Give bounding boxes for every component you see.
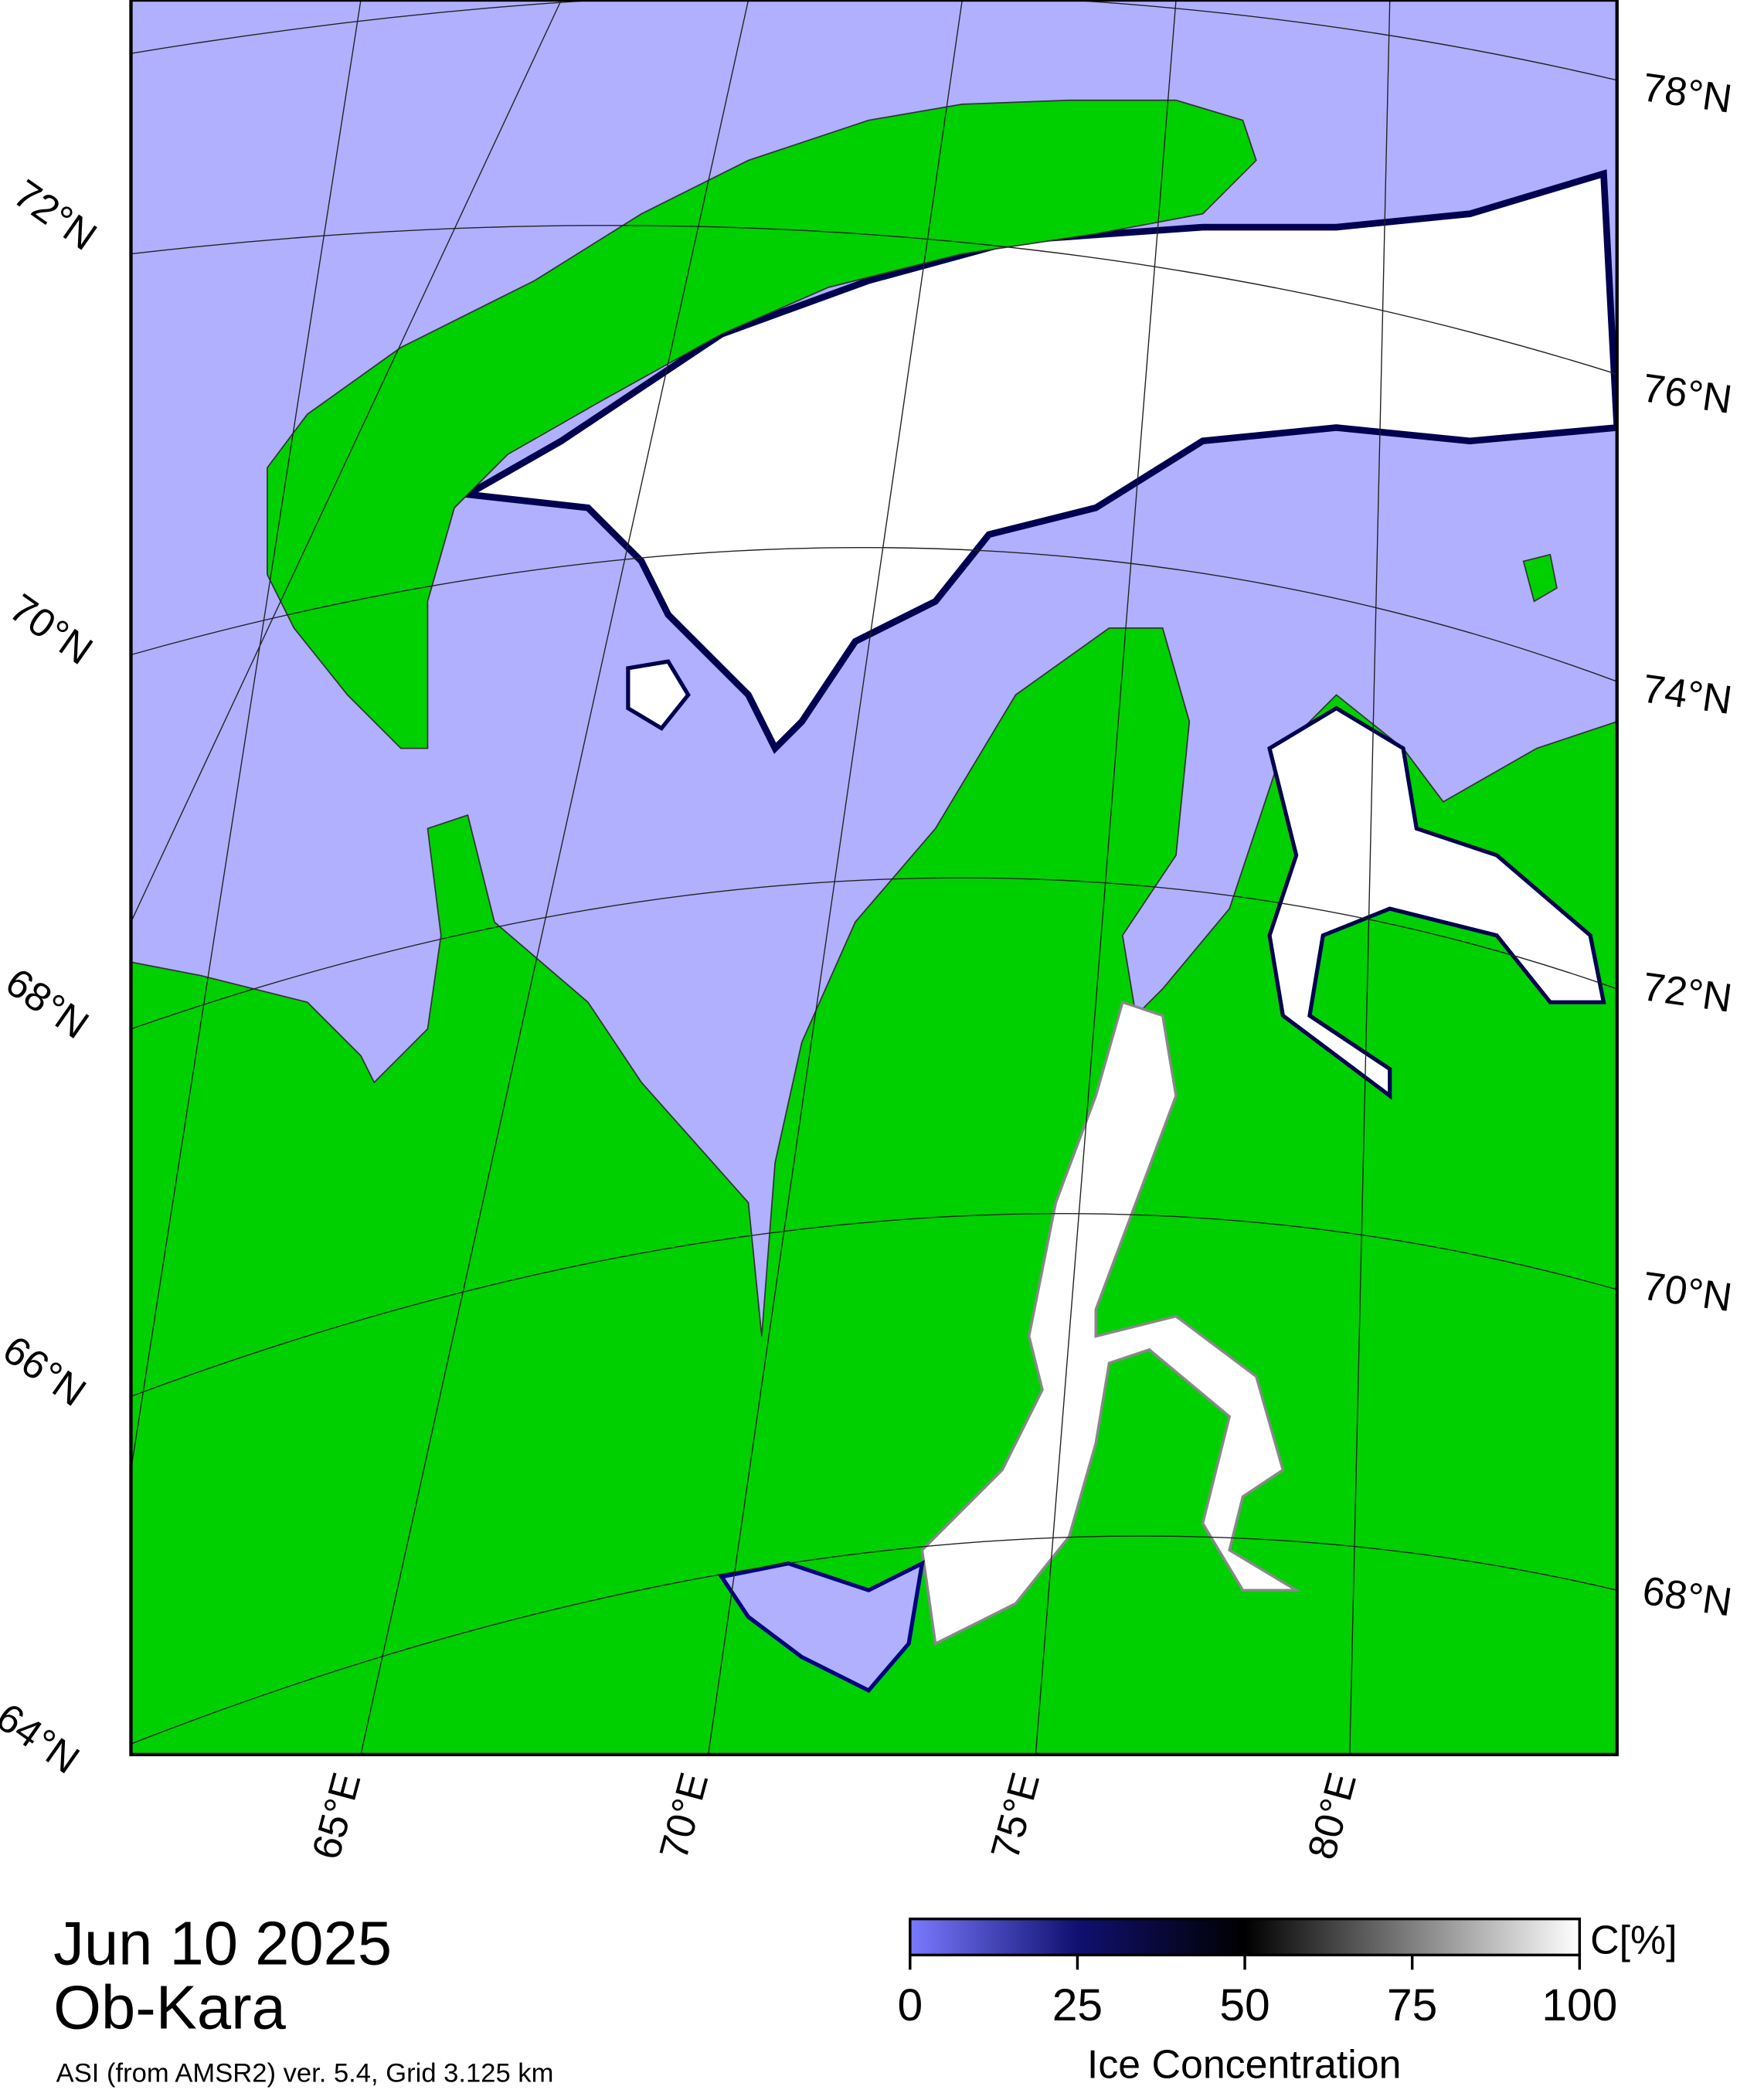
date: Jun 10 2025 [53,1908,392,1977]
lat-label: 68°N [0,959,97,1047]
colorbar-tick-label: 50 [1219,1980,1269,2030]
lat-label: 66°N [0,1327,94,1415]
lon-label: 65°E [303,1768,369,1864]
coastal-ice [1267,705,1606,1100]
island [1522,553,1558,603]
colorbar-tick-label: 100 [1541,1980,1617,2030]
source: ASI (from AMSR2) ver. 5.4, Grid 3.125 km [56,2059,554,2088]
map [131,0,1617,1755]
land [267,99,1257,749]
graticule [131,0,1617,1755]
lat-label: 64°N [0,1694,87,1782]
lat-label: 72°N [6,171,105,259]
river-ice [920,1000,1301,1646]
lat-label: 72°N [1640,963,1735,1021]
lon-label: 70°E [651,1768,716,1864]
lat-label: 78°N [1640,64,1735,121]
colorbar-tick-label: 75 [1387,1980,1437,2030]
colorbar-tick-label: 25 [1052,1980,1103,2030]
colorbar-label: Ice Concentration [1087,2041,1402,2086]
map-frame [129,0,1619,1757]
colorbar-ticks: 0 25 50 75 100 [897,1955,1617,2030]
colorbar [909,1917,1582,1957]
lon-label: 75°E [982,1768,1048,1864]
lat-labels-right: 78°N 76°N 74°N 72°N 70°N 68°N [1640,64,1735,1624]
lon-labels: 65°E 70°E 75°E 80°E [303,1768,1365,1864]
island [626,659,691,732]
lat-label: 74°N [1640,665,1735,722]
lon-label: 80°E [1299,1768,1365,1864]
bay [718,1559,925,1694]
lat-label: 70°N [1640,1263,1735,1320]
lat-label: 70°N [2,585,100,673]
lat-label: 68°N [1640,1568,1735,1625]
colorbar-unit: C[%] [1590,1918,1677,1962]
colorbar-tick-label: 0 [897,1980,923,2030]
lat-label: 76°N [1640,365,1735,422]
lat-labels-left: 72°N 70°N 68°N 66°N 64°N [0,171,105,1782]
region: Ob-Kara [53,1973,286,2041]
